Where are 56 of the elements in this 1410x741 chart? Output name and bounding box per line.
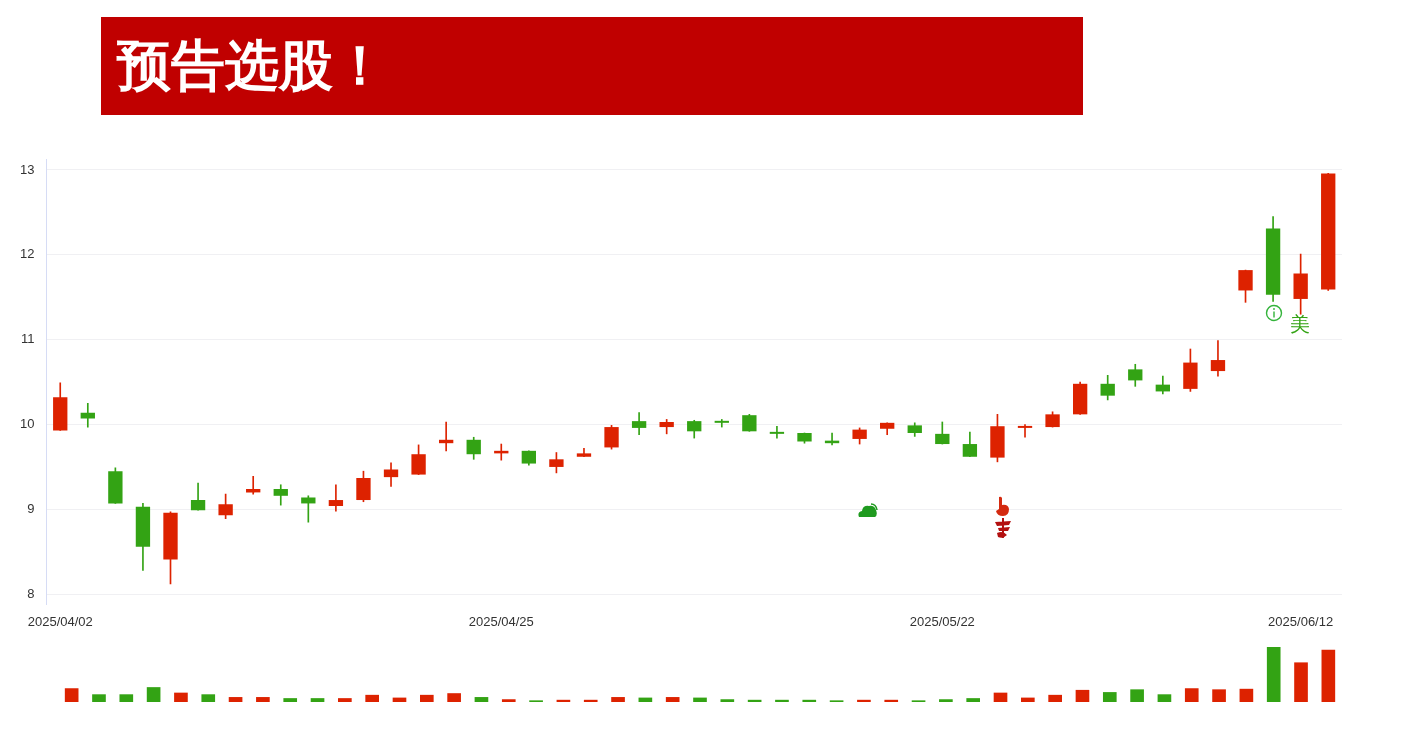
candlestick	[769, 425, 785, 439]
candlestick	[301, 495, 316, 523]
candlestick	[1017, 424, 1033, 438]
bar	[993, 692, 1008, 702]
bar	[119, 694, 134, 702]
bar	[1294, 662, 1308, 702]
chart-title: 预告选股！	[101, 17, 1083, 115]
bar	[1130, 689, 1144, 702]
y-tick-label: 10	[19, 416, 35, 432]
bar	[228, 697, 243, 702]
bar	[447, 693, 461, 702]
bar	[283, 698, 298, 702]
bar	[966, 698, 981, 702]
bar	[857, 699, 871, 702]
bar	[775, 699, 789, 702]
y-tick-label: 12	[19, 246, 35, 262]
bar	[338, 698, 352, 702]
bar	[665, 697, 680, 702]
x-tick-label: 2025/04/25	[468, 613, 534, 629]
y-tick-label: 13	[19, 161, 35, 177]
bar	[802, 699, 817, 702]
bar	[720, 699, 735, 702]
bar	[583, 699, 598, 702]
y-tick-label: 8	[27, 585, 35, 601]
bar	[1021, 697, 1035, 702]
x-tick-label: 2025/06/12	[1268, 613, 1334, 629]
bar	[1102, 692, 1117, 702]
bar	[1266, 647, 1281, 702]
bar	[474, 697, 489, 702]
bar	[939, 699, 953, 702]
bar	[174, 692, 188, 702]
x-tick-label: 2025/04/02	[27, 613, 93, 629]
bar	[1048, 694, 1062, 702]
bar	[256, 697, 270, 702]
bar	[611, 697, 625, 702]
bar	[884, 699, 899, 702]
bar	[146, 687, 161, 702]
bar	[64, 688, 79, 702]
x-tick-label: 2025/05/22	[909, 613, 975, 629]
bar	[201, 694, 216, 702]
bar	[92, 694, 106, 702]
bar	[1239, 688, 1254, 702]
y-tick-label: 11	[20, 331, 35, 347]
bar	[419, 694, 434, 702]
bar	[693, 697, 707, 702]
y-tick-label: 9	[27, 500, 35, 516]
bar	[1184, 688, 1199, 702]
bar	[310, 698, 325, 702]
annotation: 美	[1290, 312, 1310, 336]
candlestick	[328, 484, 344, 512]
bar	[1157, 694, 1172, 702]
bar	[365, 694, 379, 702]
bar	[1212, 689, 1226, 702]
bar	[1075, 689, 1090, 702]
bar	[501, 699, 516, 702]
bar	[1321, 649, 1336, 702]
